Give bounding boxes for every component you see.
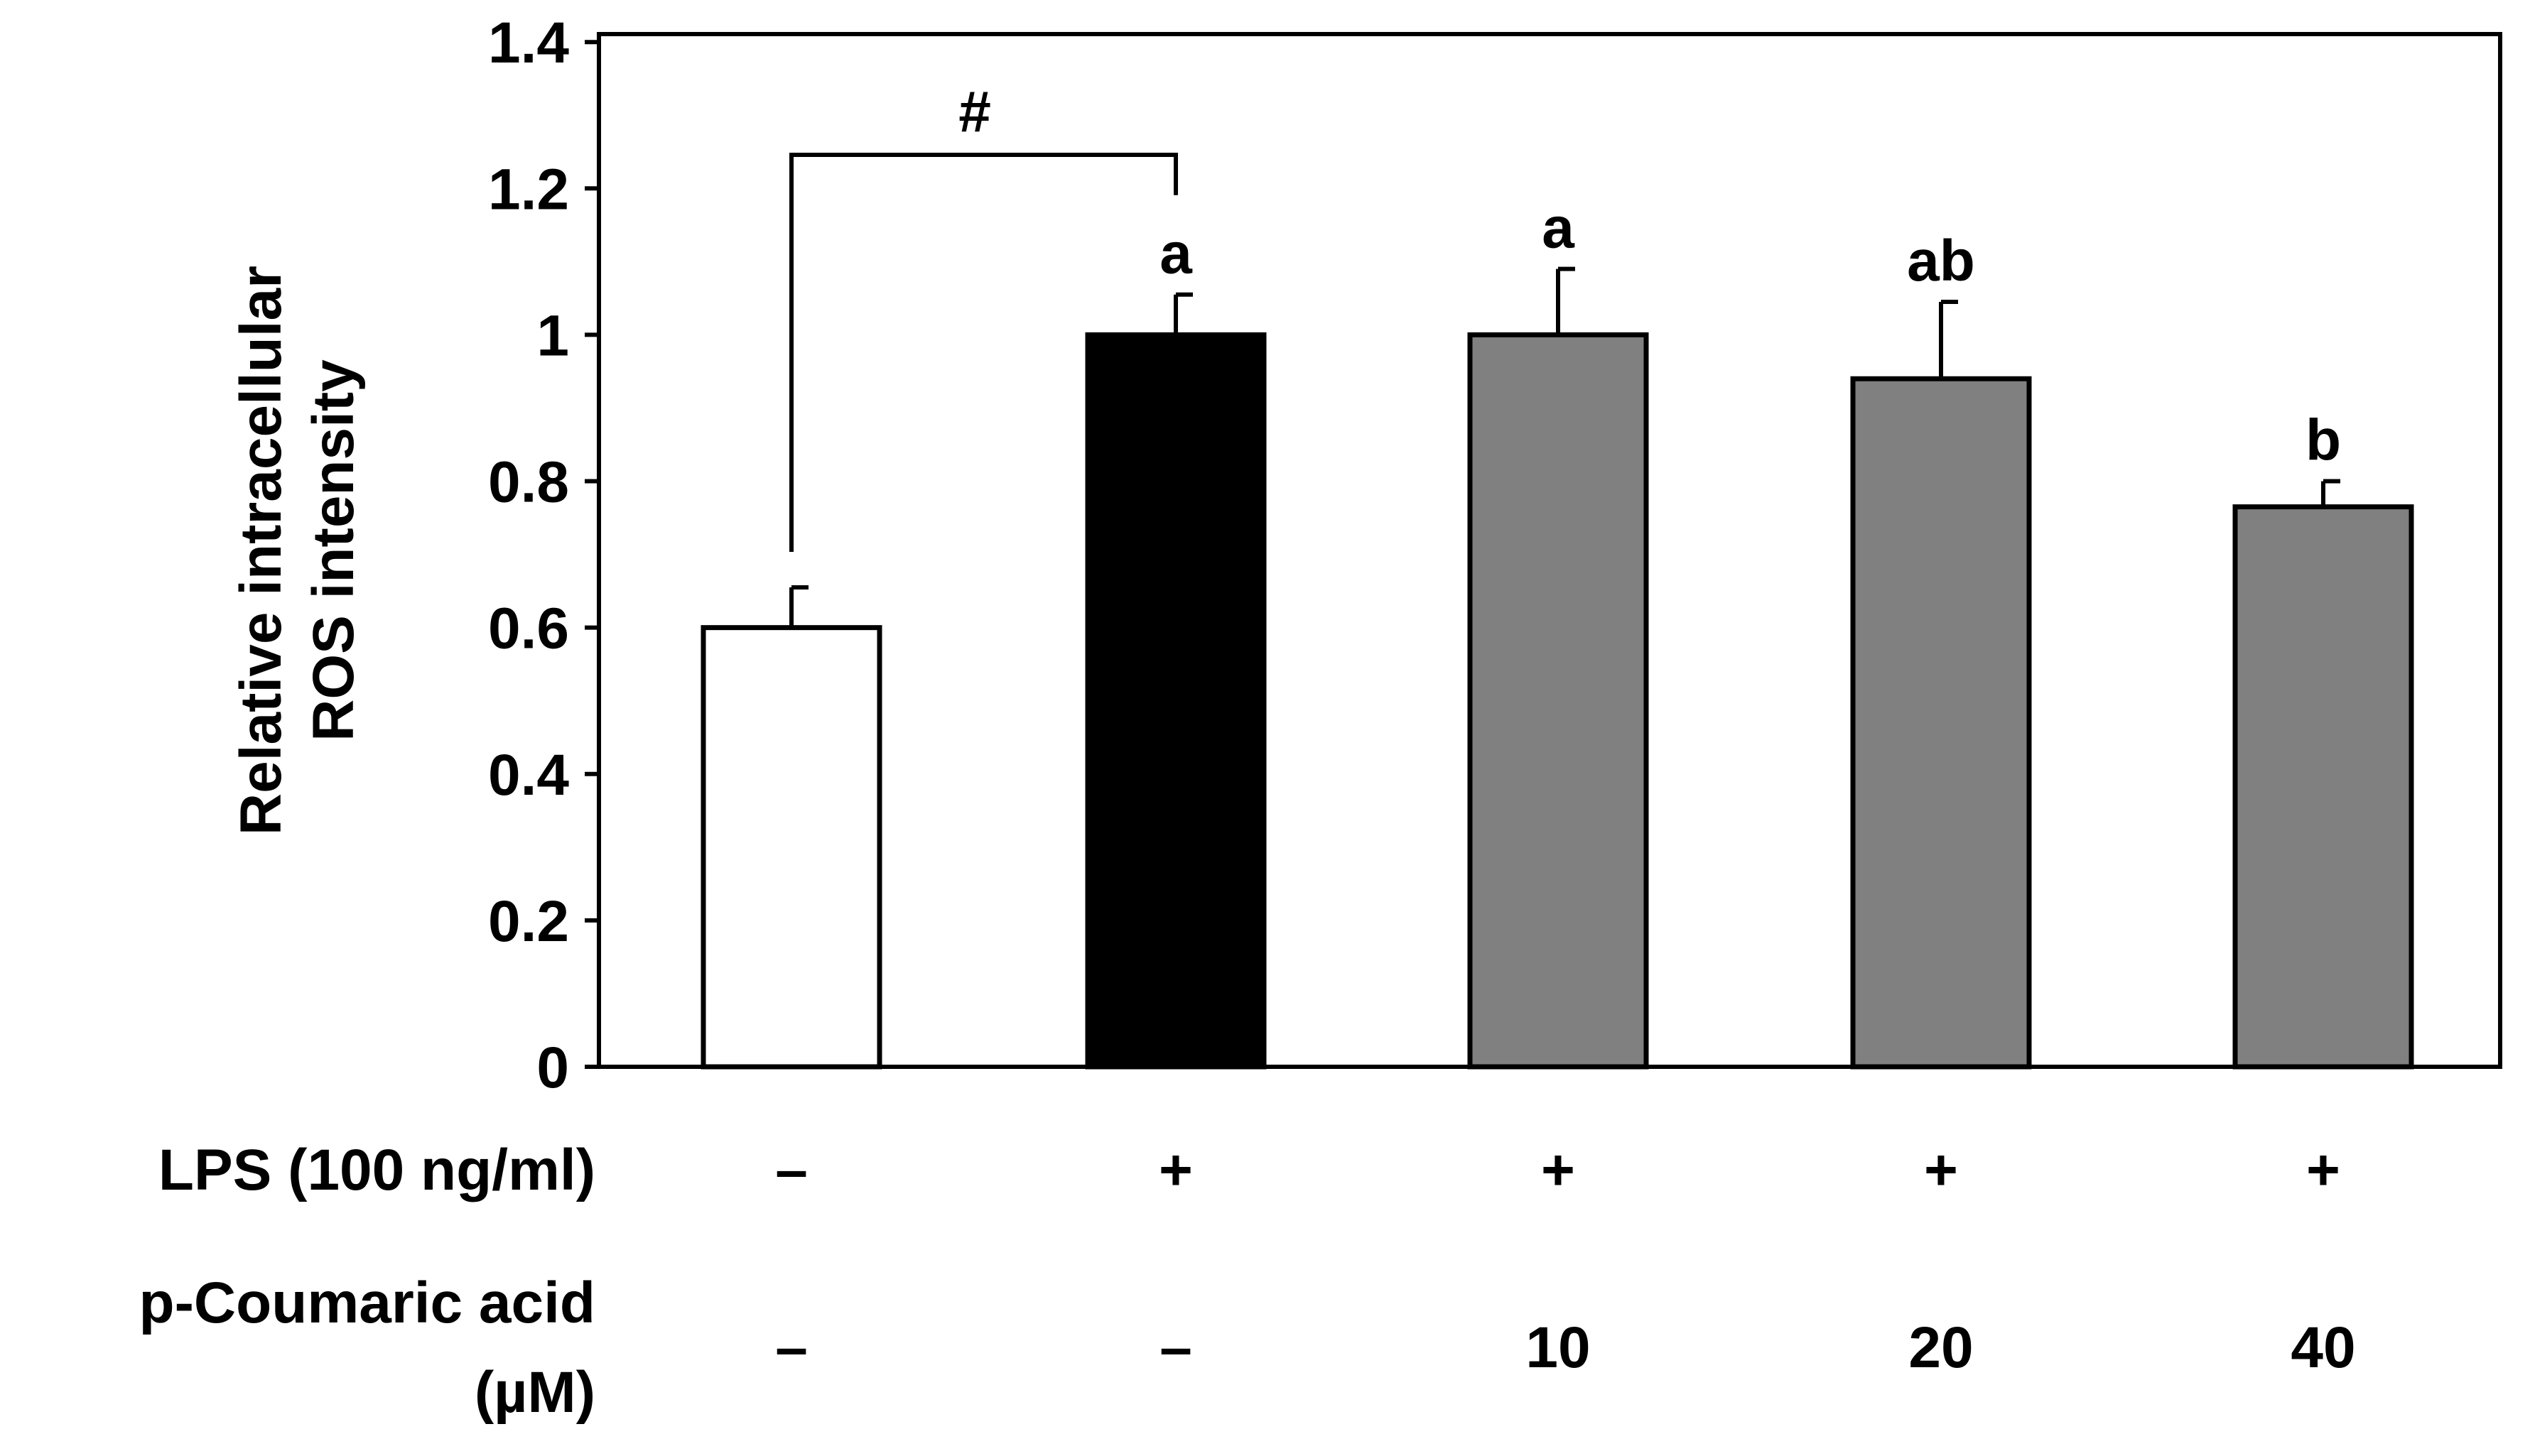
- condition-label-0-0: LPS (100 ng/ml): [158, 1138, 595, 1202]
- y-tick-label-7: 1.4: [488, 11, 569, 75]
- bracket-line: [789, 153, 1178, 552]
- condition-value-1-2: 10: [1525, 1315, 1590, 1380]
- y-axis-label-line-2: ROS intensity: [301, 359, 366, 741]
- y-tick-label-5: 1: [536, 303, 569, 368]
- y-tick-label-0: 0: [536, 1036, 569, 1100]
- condition-label-1-0: p-Coumaric acid: [139, 1271, 595, 1335]
- condition-value-0-2: +: [1541, 1138, 1575, 1202]
- error-bars: [789, 266, 2340, 628]
- significance-bracket: #: [789, 80, 1178, 552]
- y-axis-ticks: 0 0.2 0.4 0.6 0.8 1 1.2 1.4: [488, 11, 599, 1100]
- significance-letter-4: b: [2305, 408, 2341, 473]
- condition-table: LPS (100 ng/ml) – + + + + p-Coumaric acid (µM) –…: [139, 1138, 2356, 1425]
- y-axis-label: Relative intracellular ROS intensity: [229, 266, 366, 835]
- bar-3: [1850, 376, 2032, 1070]
- bar-0: [701, 625, 882, 1070]
- bar-4: [2232, 504, 2414, 1070]
- y-tick-label-4: 0.8: [488, 450, 569, 515]
- y-tick-label-6: 1.2: [488, 157, 569, 222]
- condition-value-0-4: +: [2306, 1138, 2340, 1202]
- condition-label-1-1: (µM): [475, 1360, 595, 1425]
- significance-letter-2: a: [1542, 196, 1575, 261]
- condition-value-1-4: 40: [2291, 1315, 2355, 1380]
- condition-value-1-1: –: [1159, 1315, 1192, 1380]
- bar-1: [1085, 332, 1267, 1070]
- condition-value-0-3: +: [1924, 1138, 1958, 1202]
- significance-letters: a a ab b: [1159, 196, 2341, 473]
- significance-letter-1: a: [1159, 222, 1193, 286]
- bar-2: [1467, 332, 1649, 1070]
- condition-value-1-0: –: [775, 1315, 808, 1380]
- y-tick-label-2: 0.4: [488, 743, 569, 808]
- bars: [701, 332, 2414, 1070]
- y-tick-label-3: 0.6: [488, 597, 569, 661]
- condition-value-0-1: +: [1159, 1138, 1193, 1202]
- y-tick-label-1: 0.2: [488, 889, 569, 954]
- condition-value-1-3: 20: [1908, 1315, 1973, 1380]
- condition-value-0-0: –: [775, 1138, 808, 1202]
- bracket-label: #: [958, 80, 991, 144]
- significance-letter-3: ab: [1907, 229, 1975, 293]
- y-axis-label-line-1: Relative intracellular: [229, 266, 293, 835]
